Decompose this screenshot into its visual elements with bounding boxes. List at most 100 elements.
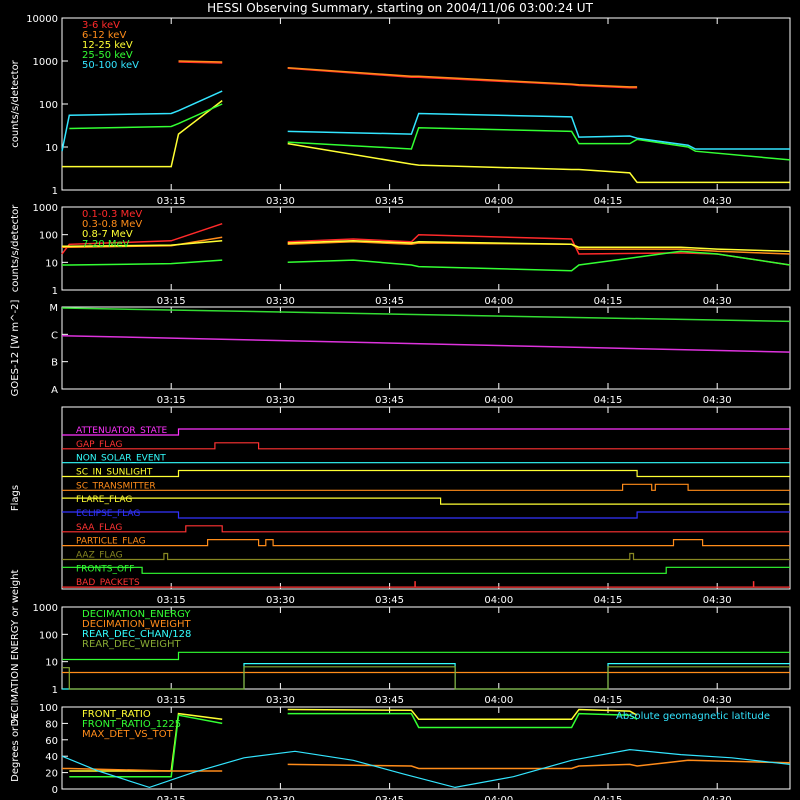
panel-ratio-ylabel: Degrees or %: [10, 714, 21, 782]
panel-ratio-ytick-label: 0: [52, 785, 58, 796]
panel-lowE: 03:15 03:30 03:45 04:00 04:15 04:30 counts/s/d…: [10, 14, 791, 207]
panel-highE: 03:15 03:30 03:45 04:00 04:15 04:30 counts/s/d…: [10, 203, 791, 307]
panel-highE-series-0-8-7-mev: [62, 240, 791, 253]
panel-lowE-ytick-label: 10000: [26, 14, 58, 25]
panel-ratio-legend-entry: FRONT_RATIO: [82, 709, 151, 720]
panel-highE-frame: [61, 206, 791, 291]
panel-ratio-ytick-label: 20: [45, 769, 58, 780]
panel-lowE-series-6-12-kev: [178, 60, 638, 88]
panel-flags-xtick-label: 04:30: [703, 595, 732, 606]
panel-goes-ytick-label: M: [49, 303, 58, 314]
panel-ratio-xtick-label: 03:45: [375, 795, 404, 800]
panel-decim-xtick-label: 04:15: [594, 695, 623, 706]
panel-goes-xtick-label: 04:30: [703, 395, 732, 406]
panel-highE-ytick-label: 10: [45, 258, 58, 269]
panel-decim-legend-entry: DECIMATION_ENERGY: [82, 609, 191, 620]
panel-decim-xtick-label: 03:45: [375, 695, 404, 706]
flag-label: NON_SOLAR_EVENT: [76, 454, 166, 464]
panel-ratio: 03:15 03:30 03:45 04:00 04:15 04:30 Degrees or…: [10, 703, 791, 800]
panel-lowE-xtick-label: 04:00: [484, 196, 513, 207]
panel-ratio-ytick-label: 100: [39, 703, 58, 714]
panel-goes-xtick-label: 03:45: [375, 395, 404, 406]
panel-decim-ytick-label: 100: [39, 630, 58, 641]
panel-ratio-frame: [61, 706, 791, 790]
panel-goes-xtick-label: 04:00: [484, 395, 513, 406]
flag-label: AAZ_FLAG: [76, 550, 123, 560]
flag-line-gap-flag: [62, 442, 790, 450]
panel-flags-xtick-label: 04:00: [484, 595, 513, 606]
panel-highE-ylabel: counts/s/detector: [10, 204, 21, 292]
panel-highE-ytick-label: 100: [39, 231, 58, 242]
panel-highE-xtick-label: 04:30: [703, 296, 732, 307]
panels: 03:15 03:30 03:45 04:00 04:15 04:30 counts/s/d…: [10, 14, 791, 800]
panel-lowE-series-50-100-kev: [61, 90, 790, 152]
panel-decim-legend-entry: REAR_DEC_WEIGHT: [82, 639, 181, 650]
geomagnetic-latitude-label: Absolute geomagnetic latitude: [616, 711, 770, 722]
panel-highE-legend-entry: 7-20 MeV: [82, 239, 130, 250]
panel-lowE-legend-entry: 25-50 keV: [82, 50, 133, 61]
panel-ratio-xtick-label: 04:00: [484, 795, 513, 800]
panel-lowE-xtick-label: 03:15: [157, 196, 186, 207]
flag-label: GAP_FLAG: [76, 440, 122, 450]
flag-line-aaz-flag: [62, 552, 790, 561]
panel-ratio-xtick-label: 04:30: [703, 795, 732, 800]
panel-ratio-xtick-label: 03:15: [157, 795, 186, 800]
flag-label: SC_IN_SUNLIGHT: [76, 467, 153, 477]
flag-label: SAA_FLAG: [76, 523, 122, 533]
panel-highE-xtick-label: 03:30: [266, 296, 295, 307]
panel-highE-xtick-label: 03:45: [375, 296, 404, 307]
panel-lowE-legend-entry: 50-100 keV: [82, 60, 139, 71]
panel-goes: 03:15 03:30 03:45 04:00 04:15 04:30 GOES-12 [W…: [10, 300, 791, 406]
panel-goes-xtick-label: 03:30: [266, 395, 295, 406]
flag-label: ECLIPSE_FLAG: [76, 509, 140, 519]
panel-goes-series-short: [61, 334, 791, 353]
panel-flags-xtick-label: 03:30: [266, 595, 295, 606]
flag-label: FLARE_FLAG: [76, 495, 132, 505]
flag-label: FRONTS_OFF: [76, 564, 134, 574]
panel-flags: 03:15 03:30 03:45 04:00 04:15 04:30 Flags ATTEN…: [10, 406, 791, 606]
panel-highE-legend-entry: 0.8-7 MeV: [82, 229, 133, 240]
panel-flags-xtick-label: 03:15: [157, 595, 186, 606]
panel-decim-ytick-label: 10: [45, 658, 58, 669]
flag-line-attenuator-state: [62, 428, 790, 436]
panel-goes-ylabel: GOES-12 [W m^-2]: [10, 300, 21, 397]
panel-decim-frame: [61, 606, 791, 690]
panel-flags-ylabel: Flags: [10, 485, 21, 511]
panel-decim-legend-entry: REAR_DEC_CHAN/128: [82, 629, 191, 640]
geomagnetic-latitude-line: [61, 748, 791, 789]
panel-decim-xtick-label: 03:30: [266, 695, 295, 706]
panel-decim-legend-entry: DECIMATION_WEIGHT: [82, 619, 191, 630]
panel-lowE-legend-entry: 3-6 keV: [82, 20, 120, 31]
panel-ratio-legend-entry: MAX_DET_VS_TOT: [82, 729, 174, 740]
panel-ratio-legend-entry: FRONT_RATIO_1225: [82, 719, 181, 730]
flag-label: PARTICLE_FLAG: [76, 537, 146, 547]
panel-decim-xtick-label: 04:00: [484, 695, 513, 706]
flag-line-sc-in-sunlight: [62, 469, 790, 478]
panel-ratio-ytick-label: 80: [45, 719, 58, 730]
panel-lowE-series-12-25-kev: [62, 100, 790, 184]
panel-lowE-ytick-label: 10: [45, 143, 58, 154]
panel-decim-step-decimation-energy: [62, 651, 790, 661]
panel-decim-xtick-label: 03:15: [157, 695, 186, 706]
panel-decim-ytick-label: 1: [52, 685, 58, 696]
panel-lowE-xtick-label: 03:30: [266, 196, 295, 207]
panel-lowE-ytick-label: 1: [52, 186, 58, 197]
panel-flags-xtick-label: 04:15: [594, 595, 623, 606]
panel-ratio-series-max-det-vs-tot: [62, 759, 791, 772]
panel-decim-ytick-label: 1000: [33, 603, 58, 614]
panel-ratio-ytick-label: 40: [45, 752, 58, 763]
flag-label: BAD_PACKETS: [76, 578, 140, 588]
panel-decim-xtick-label: 04:30: [703, 695, 732, 706]
flag-line-particle-flag: [62, 539, 790, 547]
panel-goes-series-long: [61, 307, 791, 323]
panel-highE-xtick-label: 04:15: [594, 296, 623, 307]
panel-lowE-xtick-label: 04:30: [703, 196, 732, 207]
flag-line-sc-transmitter: [62, 483, 790, 491]
flag-line-fronts-off: [62, 566, 790, 574]
flag-label: SC_TRANSMITTER: [76, 481, 156, 491]
panel-lowE-series-25-50-kev: [69, 103, 791, 161]
panel-goes-xtick-label: 04:15: [594, 395, 623, 406]
panel-highE-ytick-label: 1: [52, 286, 58, 297]
panel-decim-ylabel: DECIMATION ENERGY or weight: [10, 569, 21, 726]
